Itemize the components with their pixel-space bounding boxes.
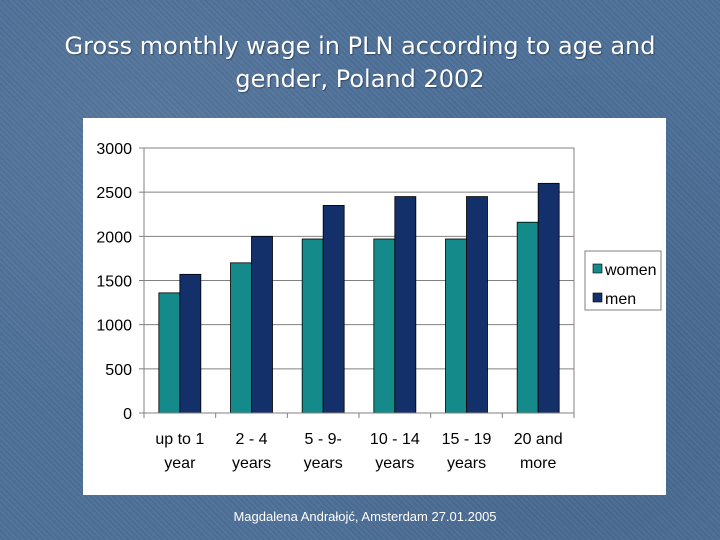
- y-tick-label: 500: [105, 362, 132, 379]
- legend: women men: [584, 250, 662, 311]
- x-category-label: 5 - 9-years: [304, 431, 343, 472]
- x-category-label: 15 - 19 years: [442, 431, 492, 472]
- legend-label-men: men: [605, 291, 636, 308]
- slide-footer: Magdalena Andrałojć, Amsterdam 27.01.200…: [233, 509, 497, 524]
- bar-men: [466, 196, 488, 414]
- bar-chart: 0 500 1000 1500 2000 2500 3000 up to 1 year 2 - …: [96, 141, 662, 472]
- x-category-label: 2 - 4 years: [232, 431, 271, 472]
- bar-women: [516, 221, 539, 414]
- bar-men: [251, 235, 273, 414]
- y-tick-label: 1000: [96, 318, 132, 335]
- bar-men: [179, 273, 202, 414]
- bar-women: [445, 238, 467, 414]
- y-tick-label: 2000: [96, 229, 132, 246]
- y-tick-label: 2500: [96, 185, 132, 202]
- legend-box: [584, 250, 662, 311]
- bars: [158, 182, 560, 414]
- gridlines: [144, 147, 574, 370]
- legend-swatch-men: [592, 292, 603, 303]
- bar-women: [373, 238, 396, 414]
- y-tick-labels: 0 500 1000 1500 2000 2500 3000: [96, 141, 132, 423]
- bar-men: [537, 182, 560, 414]
- bar-women: [158, 292, 181, 414]
- legend-swatch-women: [592, 263, 603, 274]
- x-category-label: up to 1 year: [155, 431, 204, 472]
- x-category-label: 10 - 14 years: [370, 431, 420, 472]
- y-tick-label: 1500: [96, 274, 132, 291]
- chart-panel: 0 500 1000 1500 2000 2500 3000 up to 1 year 2 - …: [83, 118, 666, 495]
- y-tick-label: 0: [123, 406, 132, 423]
- y-tick-label: 3000: [96, 141, 132, 158]
- x-category-labels: up to 1 year 2 - 4 years 5 - 9-years 10 - 14 y…: [155, 431, 562, 472]
- slide-title: Gross monthly wage in PLN according to a…: [64, 32, 656, 93]
- bar-men: [394, 196, 417, 414]
- bar-women: [301, 238, 324, 414]
- x-category-label: 20 and more: [514, 431, 563, 472]
- bar-men: [322, 205, 345, 414]
- axes: [139, 147, 575, 418]
- bar-women: [230, 262, 252, 414]
- legend-label-women: women: [604, 262, 657, 279]
